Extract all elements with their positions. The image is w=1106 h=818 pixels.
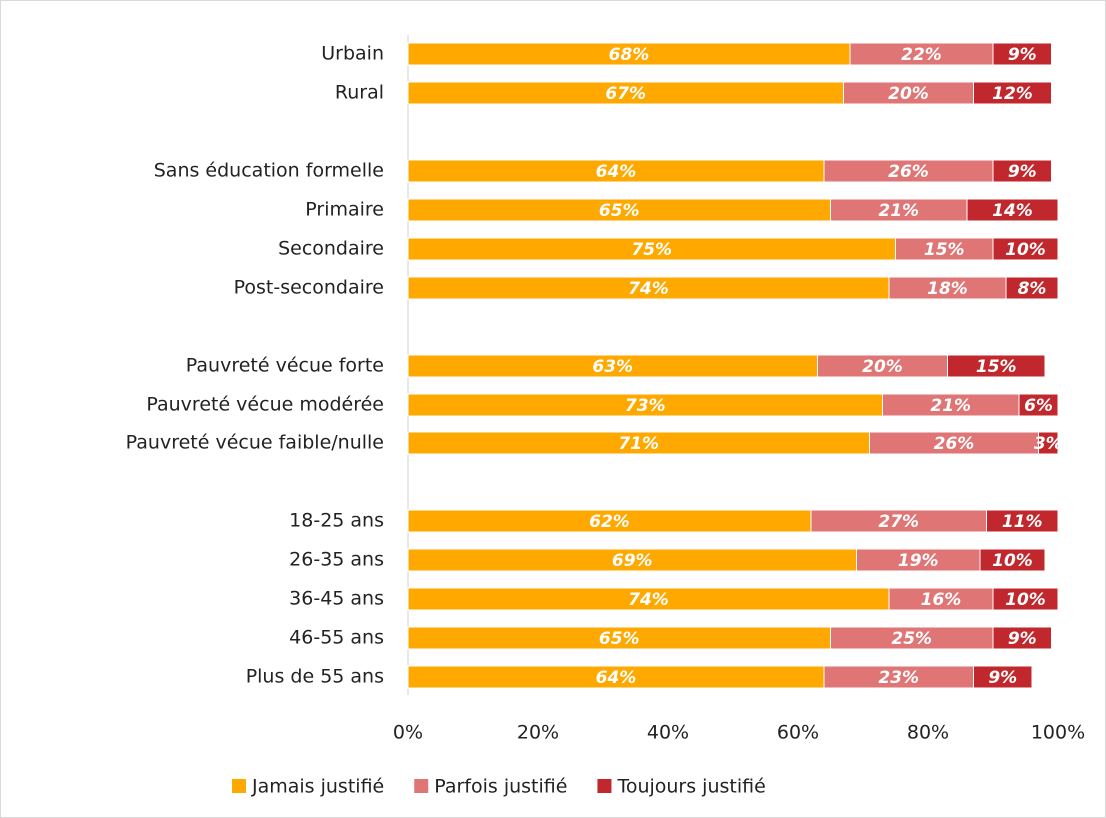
- value-label: 15%: [924, 240, 965, 260]
- bar-segment: [1018, 393, 1059, 417]
- value-label: 74%: [628, 279, 669, 299]
- bar-segment: [992, 159, 1052, 183]
- bar-segment: [992, 237, 1059, 261]
- value-label: 9%: [1008, 162, 1037, 182]
- value-label: 22%: [901, 45, 942, 65]
- value-label: 6%: [1024, 396, 1053, 416]
- value-label: 75%: [631, 240, 672, 260]
- value-label: 26%: [934, 434, 975, 454]
- value-label: 20%: [862, 357, 903, 377]
- x-tick-label: 100%: [1031, 722, 1085, 744]
- value-label: 14%: [992, 201, 1033, 221]
- legend-label: Jamais justifié: [251, 776, 384, 798]
- x-tick-label: 20%: [517, 722, 559, 744]
- value-label: 9%: [1008, 629, 1037, 649]
- category-label: Plus de 55 ans: [246, 666, 384, 688]
- value-label: 69%: [612, 551, 653, 571]
- category-label: Pauvreté vécue forte: [186, 355, 384, 377]
- value-label: 21%: [930, 396, 971, 416]
- bar-segment: [992, 626, 1052, 650]
- legend-swatch: [232, 779, 246, 793]
- category-label: Urbain: [321, 43, 384, 65]
- value-label: 15%: [976, 357, 1017, 377]
- value-label: 12%: [992, 84, 1033, 104]
- value-label: 21%: [878, 201, 919, 221]
- value-label: 8%: [1018, 279, 1047, 299]
- legend-swatch: [414, 779, 429, 793]
- value-label: 26%: [888, 162, 929, 182]
- category-label: 18-25 ans: [289, 510, 384, 532]
- bar-segment: [992, 587, 1059, 611]
- value-label: 74%: [628, 590, 669, 610]
- bar-segment: [966, 198, 1059, 222]
- value-label: 9%: [1008, 45, 1037, 65]
- bar-segment: [979, 548, 1046, 572]
- value-label: 19%: [898, 551, 939, 571]
- value-label: 23%: [878, 668, 919, 688]
- value-label: 10%: [992, 551, 1033, 571]
- value-label: 25%: [891, 629, 932, 649]
- value-label: 63%: [592, 357, 633, 377]
- value-label: 65%: [599, 201, 640, 221]
- value-label: 20%: [888, 84, 929, 104]
- category-label: Secondaire: [278, 238, 384, 260]
- bar-segment: [992, 42, 1052, 66]
- value-label: 62%: [589, 512, 630, 532]
- value-label: 16%: [921, 590, 962, 610]
- category-label: Rural: [335, 82, 384, 104]
- value-label: 9%: [988, 668, 1017, 688]
- category-label: 26-35 ans: [289, 549, 384, 571]
- value-label: 64%: [596, 162, 637, 182]
- bar-segment: [973, 665, 1033, 689]
- category-label: Sans éducation formelle: [154, 160, 384, 182]
- value-label: 10%: [1005, 590, 1046, 610]
- x-tick-label: 0%: [393, 722, 423, 744]
- x-tick-label: 80%: [907, 722, 949, 744]
- category-label: Pauvreté vécue faible/nulle: [126, 432, 384, 454]
- legend-label: Toujours justifié: [616, 776, 765, 798]
- bar-segment: [1038, 431, 1059, 455]
- value-label: 10%: [1005, 240, 1046, 260]
- legend-label: Parfois justifié: [434, 776, 567, 798]
- category-label: Primaire: [305, 199, 384, 221]
- value-label: 11%: [1002, 512, 1043, 532]
- value-label: 68%: [609, 45, 650, 65]
- category-label: 46-55 ans: [289, 627, 384, 649]
- bar-segment: [947, 354, 1046, 378]
- bar-segment: [986, 509, 1059, 533]
- value-label: 27%: [878, 512, 919, 532]
- value-label: 65%: [599, 629, 640, 649]
- bar-segment: [1005, 276, 1059, 300]
- value-label: 64%: [596, 668, 637, 688]
- value-label: 18%: [927, 279, 968, 299]
- category-label: 36-45 ans: [289, 588, 384, 610]
- x-tick-label: 60%: [777, 722, 819, 744]
- category-label: Pauvreté vécue modérée: [146, 394, 384, 416]
- x-tick-label: 40%: [647, 722, 689, 744]
- legend-swatch: [597, 779, 612, 793]
- bar-segment: [973, 81, 1052, 105]
- category-label: Post-secondaire: [234, 277, 384, 299]
- value-label: 71%: [618, 434, 659, 454]
- value-label: 67%: [605, 84, 646, 104]
- value-label: 73%: [625, 396, 666, 416]
- value-label: 3%: [1034, 434, 1063, 454]
